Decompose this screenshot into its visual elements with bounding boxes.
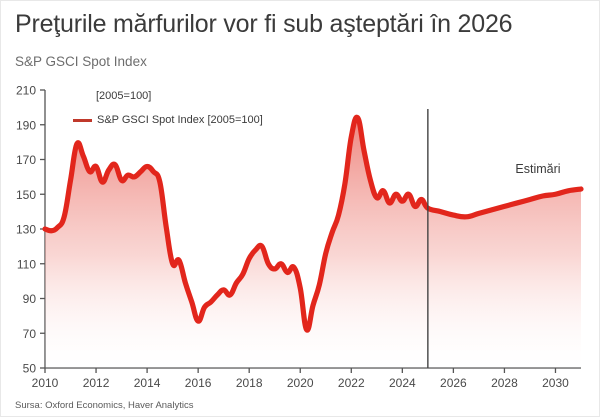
x-axis: 2010 2012 2014 2016 2018 2020 2022 2024 2026 2028… bbox=[32, 367, 581, 390]
y-tick-label: 170 bbox=[16, 153, 36, 167]
x-tick-label: 2010 bbox=[32, 376, 59, 390]
chart-subtitle: S&P GSCI Spot Index bbox=[15, 54, 147, 69]
y-tick-label: 130 bbox=[16, 223, 36, 237]
y-tick-label: 190 bbox=[16, 118, 36, 132]
x-tick-label: 2016 bbox=[185, 376, 212, 390]
x-tick-label: 2012 bbox=[83, 376, 110, 390]
x-tick-label: 2014 bbox=[134, 376, 161, 390]
legend-series-label: S&P GSCI Spot Index [2005=100] bbox=[97, 114, 263, 126]
y-tick-label: 50 bbox=[23, 362, 37, 376]
y-tick-label: 90 bbox=[23, 292, 37, 306]
series-area-fill bbox=[45, 117, 581, 368]
x-tick-label: 2026 bbox=[440, 376, 467, 390]
y-tick-label: 110 bbox=[17, 257, 36, 271]
x-tick-label: 2022 bbox=[338, 376, 365, 390]
chart-legend: S&P GSCI Spot Index [2005=100] bbox=[73, 114, 263, 126]
legend-unit-note: [2005=100] bbox=[96, 90, 152, 102]
x-tick-label: 2030 bbox=[542, 376, 569, 390]
y-tick-label: 210 bbox=[16, 84, 36, 98]
y-axis: 50 70 90 110 130 150 170 190 210 bbox=[16, 84, 46, 376]
y-tick-label: 70 bbox=[23, 327, 37, 341]
y-tick-label: 150 bbox=[16, 188, 36, 202]
x-tick-label: 2028 bbox=[491, 376, 518, 390]
x-tick-label: 2024 bbox=[389, 376, 416, 390]
legend-line-swatch-icon bbox=[73, 118, 92, 122]
x-tick-label: 2020 bbox=[287, 376, 314, 390]
page-title: Preţurile mărfurilor vor fi sub aşteptăr… bbox=[15, 10, 513, 38]
source-note: Sursa: Oxford Economics, Haver Analytics bbox=[15, 400, 194, 411]
x-tick-label: 2018 bbox=[236, 376, 263, 390]
forecast-annotation: Estimări bbox=[515, 162, 561, 176]
